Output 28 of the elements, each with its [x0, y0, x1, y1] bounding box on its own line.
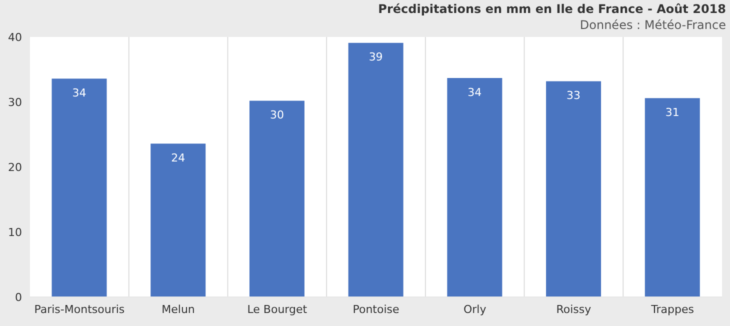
x-tick-label: Le Bourget — [247, 302, 308, 316]
y-tick-label: 20 — [8, 160, 22, 174]
bar — [447, 78, 502, 297]
data-label: 31 — [665, 106, 680, 119]
x-tick-label: Orly — [463, 302, 487, 316]
bar — [52, 78, 107, 297]
x-tick-label: Melun — [162, 302, 195, 316]
x-tick-label: Trappes — [650, 302, 694, 316]
y-tick-label: 30 — [8, 96, 22, 109]
data-label: 30 — [270, 108, 284, 122]
y-tick-label: 0 — [15, 290, 22, 304]
data-label: 39 — [368, 50, 383, 64]
chart-title: Précdipitations en mm en Ile de France - Août 2018 — [378, 1, 726, 17]
data-label: 34 — [72, 86, 86, 100]
data-label: 34 — [468, 86, 482, 99]
data-label: 33 — [566, 89, 581, 102]
data-label: 24 — [171, 151, 186, 164]
bar — [150, 144, 206, 297]
x-tick-label: Pontoise — [352, 302, 400, 316]
x-tick-label: Roissy — [556, 302, 592, 316]
chart-subtitle: Données : Météo-France — [578, 17, 726, 33]
bar — [644, 98, 700, 297]
bar — [546, 81, 602, 297]
y-tick-label: 40 — [8, 30, 22, 44]
x-tick-label: Paris-Montsouris — [34, 302, 125, 316]
bar — [249, 100, 304, 297]
y-tick-label: 10 — [8, 226, 22, 239]
bar — [348, 42, 404, 297]
